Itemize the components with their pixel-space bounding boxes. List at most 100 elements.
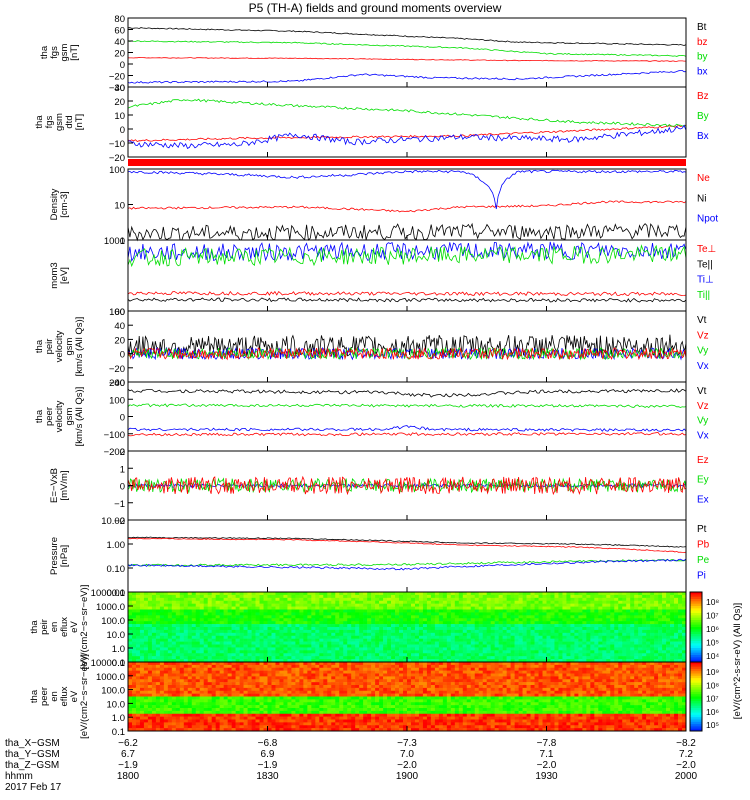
spectrogram-cell	[215, 722, 220, 726]
spectrogram-cell	[287, 647, 292, 651]
spectrogram-cell	[407, 612, 412, 616]
spectrogram-cell	[179, 725, 185, 729]
spectrogram-cell	[255, 629, 260, 634]
spectrogram-cell	[383, 659, 388, 663]
spectrogram-cell	[291, 629, 296, 634]
spectrogram-cell	[355, 673, 360, 677]
spectrogram-cell	[335, 594, 340, 599]
spectrogram-cell	[227, 603, 232, 607]
spectrogram-cell	[311, 609, 316, 613]
spectrogram-cell	[682, 603, 687, 607]
spectrogram-cell	[658, 621, 663, 625]
spectrogram-cell	[128, 629, 133, 634]
spectrogram-cell	[331, 650, 336, 654]
spectrogram-cell	[335, 621, 340, 625]
spectrogram-cell	[319, 682, 324, 686]
spectrogram-cell	[486, 594, 491, 599]
spectrogram-cell	[167, 696, 173, 700]
spectrogram-cell	[191, 708, 197, 712]
spectrogram-cell	[678, 592, 683, 596]
spectrogram-cell	[331, 592, 336, 596]
spectrogram-cell	[582, 659, 587, 663]
spectrogram-cell	[315, 594, 320, 599]
spectrogram-cell	[650, 638, 655, 642]
spectrogram-cell	[275, 728, 280, 732]
spectrogram-cell	[538, 656, 543, 660]
spectrogram-cell	[558, 621, 563, 625]
spectrogram-cell	[355, 713, 360, 717]
spectrogram-cell	[594, 647, 599, 651]
spectrogram-cell	[235, 600, 240, 604]
spectrogram-cell	[626, 627, 631, 631]
spectrogram-cell	[510, 624, 515, 628]
spectrogram-cell	[363, 716, 368, 720]
spectrogram-cell	[263, 635, 268, 639]
spectrogram-cell	[343, 696, 348, 700]
spectrogram-cell	[195, 624, 201, 628]
spectrogram-cell	[187, 594, 193, 599]
spectrogram-cell	[550, 621, 555, 625]
spectrogram-cell	[319, 606, 324, 610]
spectrogram-cell	[131, 664, 137, 669]
spectrogram-cell	[351, 705, 356, 709]
spectrogram-cell	[391, 597, 396, 602]
spectrogram-cell	[159, 647, 165, 651]
spectrogram-cell	[347, 690, 352, 694]
spectrogram-cell	[319, 612, 324, 616]
spectrogram-cell	[363, 656, 368, 660]
spectrogram-cell	[518, 606, 523, 610]
spectrogram-cell	[474, 609, 480, 613]
spectrogram-cell	[255, 627, 260, 631]
spectrogram-cell	[383, 641, 388, 645]
spectrogram-cell	[502, 621, 507, 625]
spectrogram-cell	[235, 659, 240, 663]
spectrogram-cell	[283, 705, 288, 709]
spectrogram-cell	[303, 682, 308, 686]
spectrogram-cell	[418, 594, 424, 599]
spectrogram-cell	[247, 716, 252, 720]
spectrogram-cell	[295, 716, 300, 720]
spectrogram-cell	[375, 650, 380, 654]
spectrogram-cell	[650, 603, 655, 607]
spectrogram-cell	[171, 679, 177, 683]
spectrogram-cell	[371, 609, 376, 613]
spectrogram-cell	[247, 615, 252, 619]
spectrogram-cell	[263, 618, 268, 622]
spectrogram-cell	[215, 629, 220, 634]
spectrogram-cell	[351, 641, 356, 645]
spectrogram-cell	[295, 624, 300, 628]
spectrogram-cell	[327, 722, 332, 726]
spectrogram-cell	[227, 638, 232, 642]
spectrogram-cell	[566, 603, 571, 607]
spectrogram-cell	[263, 728, 268, 732]
spectrogram-cell	[466, 615, 472, 619]
spectrogram-cell	[291, 687, 296, 692]
spectrogram-cell	[407, 659, 412, 663]
spectrogram-cell	[303, 656, 308, 660]
spectrogram-cell	[638, 594, 643, 599]
spectrogram-cell	[359, 687, 364, 692]
spectrogram-cell	[558, 656, 563, 660]
spectrogram-cell	[251, 600, 256, 604]
spectrogram-cell	[550, 627, 555, 631]
spectrogram-cell	[247, 594, 252, 599]
spectrogram-cell	[199, 702, 205, 706]
spectrogram-cell	[155, 728, 161, 732]
spectrogram-cell	[355, 650, 360, 654]
spectrogram-cell	[490, 635, 495, 639]
spectrogram-cell	[335, 664, 340, 669]
spectrogram-cell	[522, 618, 527, 622]
y-axis-label: velocity	[54, 330, 65, 362]
spectrogram-cell	[195, 647, 201, 651]
spectrogram-cell	[371, 594, 376, 599]
spectrogram-cell	[662, 629, 667, 634]
spectrogram-cell	[586, 621, 591, 625]
spectrogram-cell	[331, 627, 336, 631]
y-tick-label: 1.0	[112, 644, 125, 655]
spectrogram-cell	[171, 673, 177, 677]
spectrogram-cell	[375, 618, 380, 622]
spectrogram-cell	[239, 713, 244, 717]
spectrogram-cell	[187, 627, 193, 631]
spectrogram-cell	[438, 638, 444, 642]
spectrogram-cell	[414, 627, 420, 631]
